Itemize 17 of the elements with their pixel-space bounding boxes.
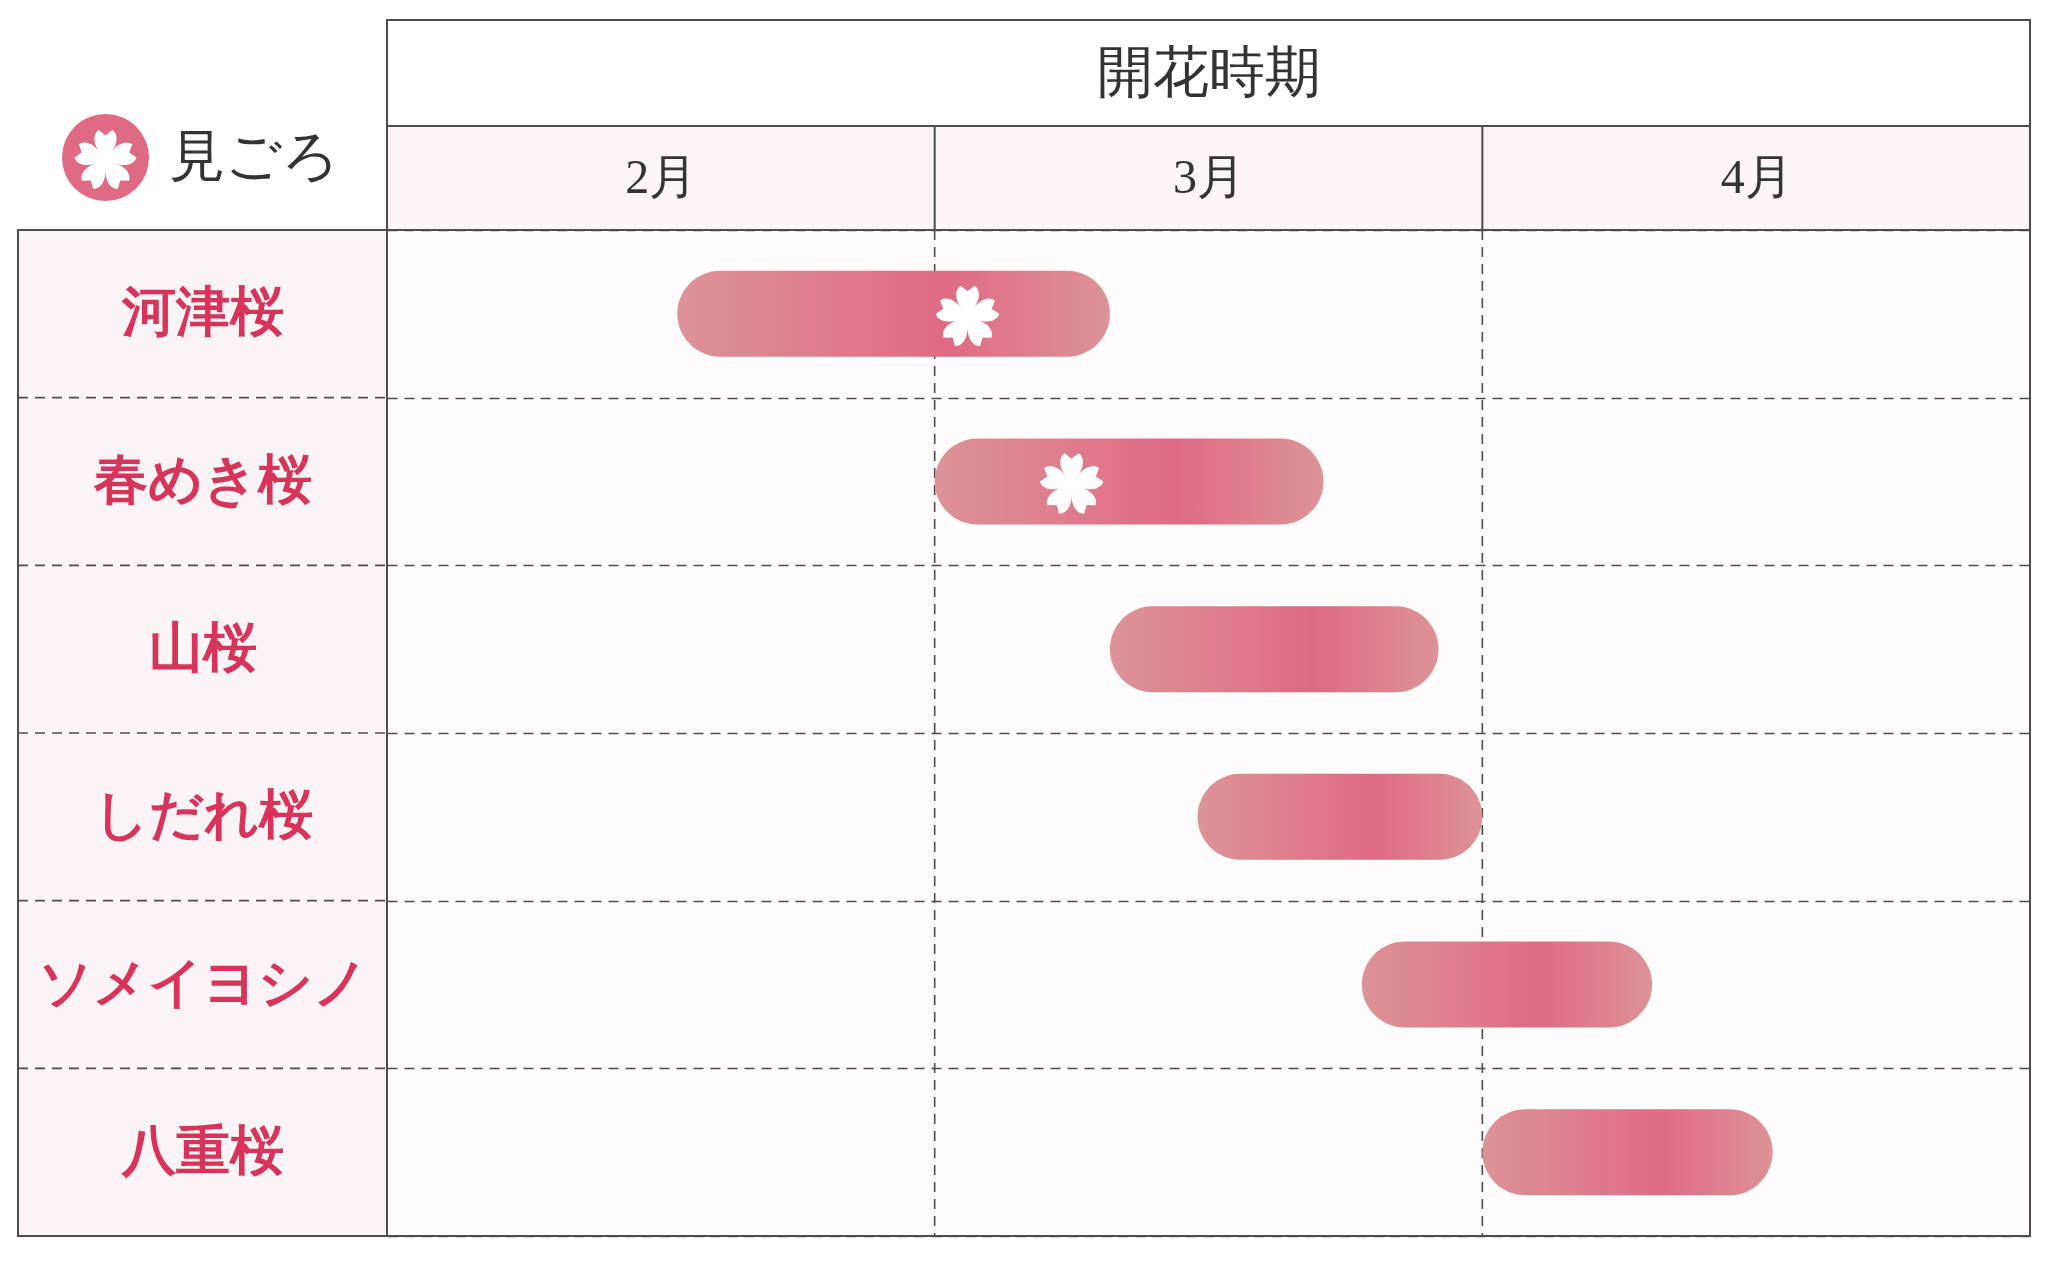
x-tick-label: 4月 [1720,149,1793,203]
x-axis-title: 開花時期 [1097,40,1321,103]
y-tick-label: 八重桜 [120,1120,284,1181]
x-tick-label: 3月 [1173,149,1245,203]
bar [934,438,1324,525]
y-tick-label: 河津桜 [121,282,284,343]
bar [1361,941,1653,1028]
bar [1109,606,1439,693]
y-tick-label: 山桜 [149,617,257,678]
legend-label: 見ごろ [169,124,339,187]
bar [677,270,1110,357]
y-tick-label: ソメイヨシノ [38,953,368,1013]
y-tick-label: 春めき桜 [93,450,312,510]
bar [1197,773,1483,860]
y-tick-label: しだれ桜 [93,785,313,846]
bar [1482,1109,1773,1196]
x-tick-label: 2月 [625,149,698,203]
